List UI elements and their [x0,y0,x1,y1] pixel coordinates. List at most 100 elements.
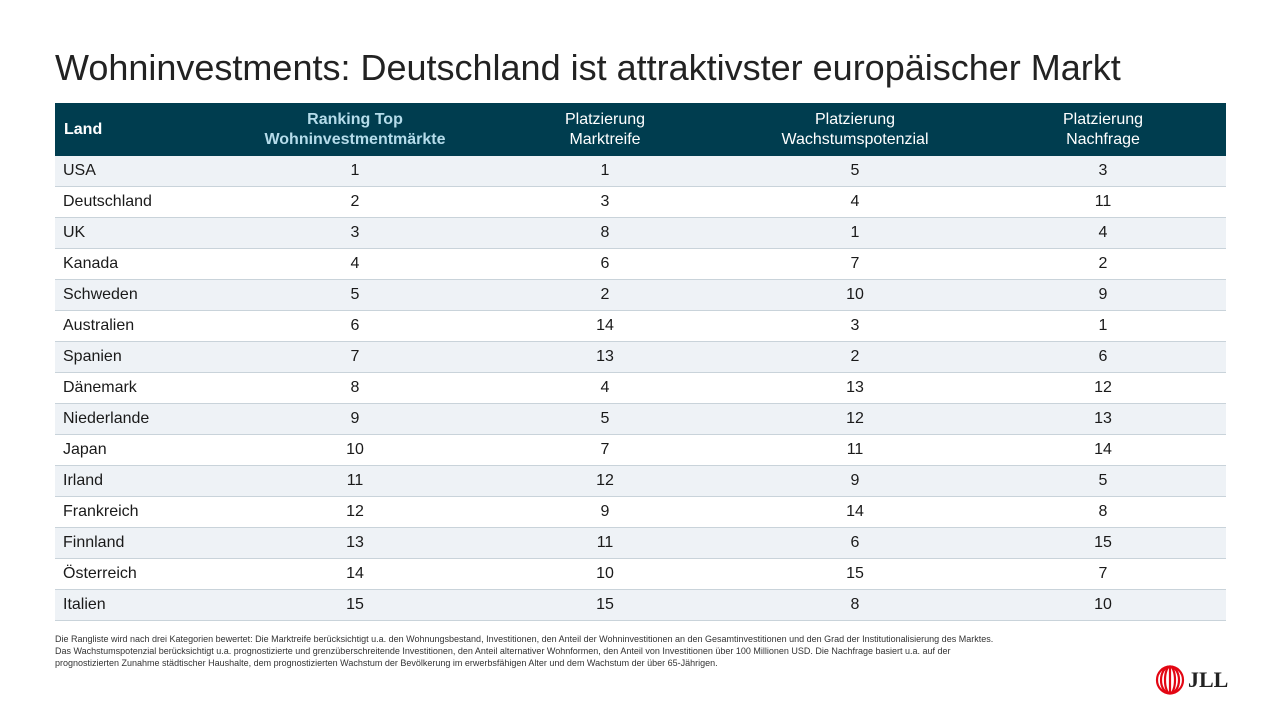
page-title: Wohninvestments: Deutschland ist attrakt… [55,47,1121,88]
column-header-marktreife-line2: Marktreife [569,130,641,148]
ranking-table-container: Land Ranking Top Wohninvestmentmärkte Pl… [55,103,1226,621]
cell-wachstum: 13 [730,372,980,404]
cell-marktreife: 15 [480,589,730,621]
cell-marktreife: 14 [480,310,730,342]
cell-wachstum: 11 [730,434,980,466]
cell-nachfrage: 1 [980,310,1226,342]
table-row: Frankreich 12 9 14 8 [55,496,1226,528]
cell-land: Finnland [55,527,230,559]
cell-ranking: 4 [230,248,480,280]
column-header-nachfrage-line1: Platzierung [1062,110,1144,128]
column-header-ranking-line1: Ranking Top [307,110,403,128]
cell-marktreife: 7 [480,434,730,466]
column-header-nachfrage-line2: Nachfrage [1066,130,1140,148]
cell-wachstum: 2 [730,341,980,373]
table-row: UK 3 8 1 4 [55,217,1226,249]
cell-wachstum: 10 [730,279,980,311]
cell-nachfrage: 5 [980,465,1226,497]
cell-land: Japan [55,434,230,466]
column-header-marktreife-line1: Platzierung [564,110,646,128]
column-header-land-label: Land [64,120,103,138]
cell-wachstum: 3 [730,310,980,342]
cell-marktreife: 6 [480,248,730,280]
column-header-wachstum: Platzierung Wachstumspotenzial [730,103,980,156]
column-header-land: Land [55,103,230,156]
table-row: Dänemark 8 4 13 12 [55,372,1226,404]
cell-wachstum: 7 [730,248,980,280]
cell-nachfrage: 13 [980,403,1226,435]
cell-nachfrage: 4 [980,217,1226,249]
cell-nachfrage: 6 [980,341,1226,373]
cell-nachfrage: 15 [980,527,1226,559]
table-row: Japan 10 7 11 14 [55,434,1226,466]
footnote-line: Das Wachstumspotenzial berücksichtigt u.… [55,646,951,656]
column-header-ranking-line2: Wohninvestmentmärkte [264,130,446,148]
cell-land: Schweden [55,279,230,311]
cell-nachfrage: 2 [980,248,1226,280]
cell-ranking: 3 [230,217,480,249]
column-header-nachfrage: Platzierung Nachfrage [980,103,1226,156]
jll-logo-text: JLL [1188,667,1229,692]
cell-ranking: 13 [230,527,480,559]
cell-wachstum: 6 [730,527,980,559]
cell-land: UK [55,217,230,249]
cell-marktreife: 1 [480,156,730,187]
table-header-row: Land Ranking Top Wohninvestmentmärkte Pl… [55,103,1226,156]
cell-wachstum: 4 [730,186,980,218]
cell-land: Frankreich [55,496,230,528]
column-header-ranking: Ranking Top Wohninvestmentmärkte [230,103,480,156]
cell-ranking: 5 [230,279,480,311]
table-body: USA 1 1 5 3 Deutschland 2 3 4 11 UK 3 8 … [55,156,1226,621]
ranking-table: Land Ranking Top Wohninvestmentmärkte Pl… [55,103,1226,621]
cell-marktreife: 3 [480,186,730,218]
footnote: Die Rangliste wird nach drei Kategorien … [55,633,1165,669]
cell-land: Dänemark [55,372,230,404]
cell-ranking: 8 [230,372,480,404]
cell-nachfrage: 7 [980,558,1226,590]
cell-wachstum: 15 [730,558,980,590]
cell-land: Kanada [55,248,230,280]
cell-nachfrage: 10 [980,589,1226,621]
table-row: Italien 15 15 8 10 [55,589,1226,621]
table-row: Kanada 4 6 7 2 [55,248,1226,280]
cell-ranking: 10 [230,434,480,466]
cell-ranking: 7 [230,341,480,373]
cell-wachstum: 8 [730,589,980,621]
cell-land: Deutschland [55,186,230,218]
cell-ranking: 2 [230,186,480,218]
cell-nachfrage: 8 [980,496,1226,528]
cell-marktreife: 5 [480,403,730,435]
table-row: Irland 11 12 9 5 [55,465,1226,497]
cell-marktreife: 13 [480,341,730,373]
cell-wachstum: 12 [730,403,980,435]
cell-wachstum: 1 [730,217,980,249]
table-row: Österreich 14 10 15 7 [55,558,1226,590]
table-row: Australien 6 14 3 1 [55,310,1226,342]
cell-land: USA [55,156,230,187]
table-row: Spanien 7 13 2 6 [55,341,1226,373]
table-header: Land Ranking Top Wohninvestmentmärkte Pl… [55,103,1226,156]
cell-marktreife: 9 [480,496,730,528]
cell-land: Niederlande [55,403,230,435]
footnote-line: Die Rangliste wird nach drei Kategorien … [55,634,994,644]
cell-nachfrage: 3 [980,156,1226,187]
table-row: Deutschland 2 3 4 11 [55,186,1226,218]
cell-land: Spanien [55,341,230,373]
cell-marktreife: 12 [480,465,730,497]
cell-land: Österreich [55,558,230,590]
table-row: Schweden 5 2 10 9 [55,279,1226,311]
cell-wachstum: 5 [730,156,980,187]
column-header-wachstum-line2: Wachstumspotenzial [781,130,929,148]
table-row: USA 1 1 5 3 [55,156,1226,187]
jll-logo: JLL [1155,664,1228,696]
cell-ranking: 11 [230,465,480,497]
cell-marktreife: 4 [480,372,730,404]
footnote-line: prognostizierten Zunahme städtischer Hau… [55,658,718,668]
cell-land: Italien [55,589,230,621]
table-row: Finnland 13 11 6 15 [55,527,1226,559]
cell-ranking: 1 [230,156,480,187]
jll-logo-icon [1155,665,1185,695]
cell-ranking: 12 [230,496,480,528]
column-header-wachstum-line1: Platzierung [814,110,896,128]
cell-wachstum: 9 [730,465,980,497]
